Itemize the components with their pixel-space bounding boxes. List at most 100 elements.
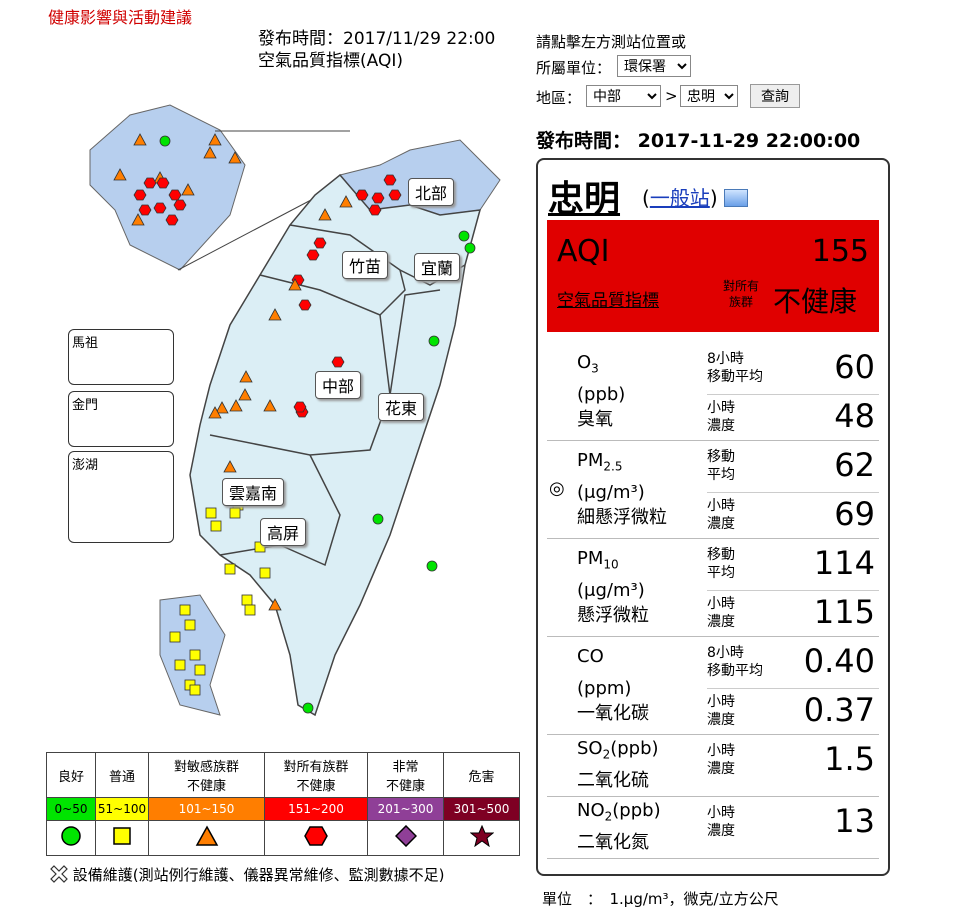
pollutant-reading: 小時 濃度 69	[707, 493, 879, 541]
station-marker[interactable]	[388, 189, 402, 201]
station-marker[interactable]	[131, 213, 145, 226]
island-box-matsu[interactable]: 馬祖	[68, 329, 174, 385]
pollutant-reading: 移動 平均 62	[707, 444, 879, 493]
query-button[interactable]: 查詢	[750, 84, 800, 108]
region-label-zhumiao[interactable]: 竹苗	[342, 251, 389, 279]
pollutant-section: PM2.5 (μg/m³) 細懸浮微粒 ◎ 移動 平均 62 小時 濃度 69	[547, 440, 879, 539]
station-marker[interactable]	[368, 204, 382, 216]
station-marker[interactable]	[229, 507, 241, 519]
station-marker[interactable]	[241, 594, 253, 606]
aqi-sub-link[interactable]: 空氣品質指標	[557, 291, 659, 311]
legend-name-hazardous: 危害	[443, 752, 520, 798]
station-marker[interactable]	[224, 563, 236, 575]
station-marker[interactable]	[339, 195, 353, 208]
region-select[interactable]: 中部	[586, 85, 661, 107]
station-marker[interactable]	[205, 507, 217, 519]
station-marker[interactable]	[331, 356, 345, 368]
station-marker[interactable]	[143, 177, 157, 189]
station-marker[interactable]	[113, 168, 127, 181]
island-box-kinmen[interactable]: 金門	[68, 391, 174, 447]
pollutant-section: NO2(ppb) 二氧化氮 小時 濃度 13	[547, 796, 879, 859]
station-marker[interactable]	[228, 151, 242, 164]
pollutant-reading: 小時 濃度 48	[707, 395, 879, 443]
reading-label: 小時 濃度	[707, 805, 735, 839]
station-marker[interactable]	[268, 598, 282, 611]
pollutant-reading: 移動 平均 114	[707, 542, 879, 591]
taiwan-map[interactable]: 北部 竹苗 宜蘭 中部 花東 雲嘉南 高屏 馬祖 金門 澎湖	[60, 95, 520, 725]
pollutant-section: PM10 (μg/m³) 懸浮微粒 移動 平均 114 小時 濃度 115	[547, 538, 879, 637]
station-marker[interactable]	[168, 189, 182, 201]
station-marker[interactable]	[189, 684, 201, 696]
station-marker[interactable]	[229, 399, 243, 412]
station-marker[interactable]	[238, 388, 252, 401]
station-marker[interactable]	[181, 183, 195, 196]
station-marker[interactable]	[426, 560, 438, 572]
station-marker[interactable]	[156, 177, 170, 189]
reading-label: 小時 濃度	[707, 400, 735, 434]
station-marker[interactable]	[318, 208, 332, 221]
station-marker[interactable]	[458, 230, 470, 242]
station-marker[interactable]	[169, 631, 181, 643]
station-select[interactable]: 忠明	[680, 85, 738, 107]
station-marker[interactable]	[244, 604, 256, 616]
station-marker[interactable]	[239, 370, 253, 383]
station-marker[interactable]	[464, 242, 476, 254]
health-advice-link[interactable]: 健康影響與活動建議	[48, 8, 193, 27]
station-marker[interactable]	[153, 202, 167, 214]
pollutant-section: O3 (ppb) 臭氧 8小時 移動平均 60 小時 濃度 48	[547, 342, 879, 441]
pollutant-reading: 8小時 移動平均 0.40	[707, 640, 879, 689]
pollutant-section: CO (ppm) 一氧化碳 8小時 移動平均 0.40 小時 濃度 0.37	[547, 636, 879, 735]
station-marker[interactable]	[215, 401, 229, 414]
station-marker[interactable]	[203, 146, 217, 159]
reading-value: 0.37	[803, 691, 875, 729]
agency-select[interactable]: 環保署	[617, 55, 691, 77]
station-marker[interactable]	[189, 649, 201, 661]
station-marker[interactable]	[298, 299, 312, 311]
station-marker[interactable]	[302, 702, 314, 714]
station-marker[interactable]	[383, 174, 397, 186]
station-marker[interactable]	[268, 308, 282, 321]
region-label: 地區：	[536, 89, 582, 107]
island-label-penghu: 澎湖	[72, 458, 99, 473]
region-label-north[interactable]: 北部	[408, 178, 455, 206]
station-marker[interactable]	[208, 406, 222, 419]
station-marker[interactable]	[355, 189, 369, 201]
region-label-central[interactable]: 中部	[315, 371, 362, 399]
station-marker[interactable]	[173, 199, 187, 211]
pollutant-name: PM2.5 (μg/m³) 細懸浮微粒	[577, 450, 667, 528]
station-marker[interactable]	[210, 520, 222, 532]
region-label-yilan[interactable]: 宜蘭	[414, 253, 461, 281]
station-marker[interactable]	[174, 659, 186, 671]
station-marker[interactable]	[138, 204, 152, 216]
island-box-penghu[interactable]: 澎湖	[68, 451, 174, 543]
chart-icon[interactable]	[723, 189, 748, 207]
aqi-value: 155	[811, 234, 869, 269]
station-marker[interactable]	[184, 619, 196, 631]
station-marker[interactable]	[306, 249, 320, 261]
station-marker[interactable]	[133, 189, 147, 201]
station-type-link[interactable]: 一般站	[649, 186, 710, 210]
region-label-huadong[interactable]: 花東	[378, 393, 425, 421]
station-marker[interactable]	[165, 214, 179, 226]
region-label-yunjianan[interactable]: 雲嘉南	[222, 478, 285, 506]
station-marker[interactable]	[263, 399, 277, 412]
station-marker[interactable]	[293, 401, 307, 413]
station-marker[interactable]	[194, 664, 206, 676]
station-marker[interactable]	[371, 192, 385, 204]
station-marker[interactable]	[259, 567, 271, 579]
station-marker[interactable]	[288, 278, 302, 291]
station-marker[interactable]	[372, 513, 384, 525]
region-label-gaoping[interactable]: 高屏	[260, 518, 307, 546]
legend-diamond-icon	[367, 820, 444, 856]
station-marker[interactable]	[208, 133, 222, 146]
station-marker[interactable]	[428, 335, 440, 347]
pm25-marker-icon: ◎	[549, 478, 565, 499]
instruction-text: 請點擊左方測站位置或	[536, 33, 687, 51]
station-marker[interactable]	[313, 237, 327, 249]
island-label-matsu: 馬祖	[72, 336, 99, 351]
station-marker[interactable]	[223, 460, 237, 473]
station-marker[interactable]	[159, 135, 171, 147]
station-marker[interactable]	[179, 604, 191, 616]
reading-value: 60	[834, 348, 875, 386]
station-marker[interactable]	[133, 133, 147, 146]
